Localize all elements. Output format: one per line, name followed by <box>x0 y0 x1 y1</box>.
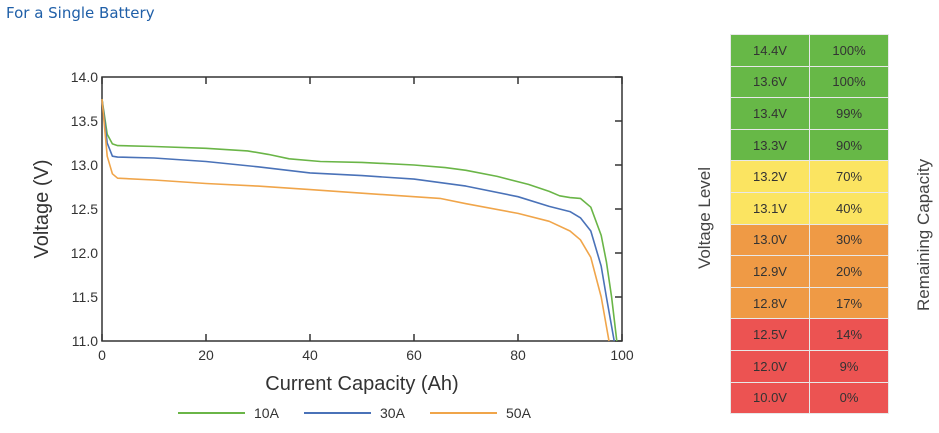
capacity-cell: 90% <box>809 128 889 162</box>
capacity-cell: 40% <box>809 191 889 225</box>
series-line-10A <box>101 98 618 342</box>
voltage-cell: 10.0V <box>730 381 810 415</box>
legend-label: 50A <box>506 405 532 421</box>
voltage-cell: 12.0V <box>730 349 810 383</box>
table-row: 13.3V 90% <box>730 128 889 162</box>
capacity-cell: 30% <box>809 223 889 257</box>
page-title: For a Single Battery <box>6 4 155 22</box>
table-row: 12.0V 9% <box>730 349 889 383</box>
capacity-cell: 20% <box>809 255 889 288</box>
y-tick-label: 12.5 <box>71 201 98 217</box>
table-row: 12.9V 20% <box>730 255 889 288</box>
series-line-30A <box>101 98 615 342</box>
voltage-cell: 13.3V <box>730 128 810 162</box>
table-row: 12.5V 14% <box>730 318 889 351</box>
table-row: 12.8V 17% <box>730 286 889 320</box>
y-tick-label: 11.5 <box>72 289 98 305</box>
remaining-capacity-label: Remaining Capacity <box>914 158 933 311</box>
y-tick-label: 12.0 <box>71 245 98 261</box>
voltage-level-label: Voltage Level <box>695 166 714 270</box>
x-axis-label: Current Capacity (Ah) <box>265 373 458 395</box>
plot-frame <box>101 76 623 342</box>
y-axis-label: Voltage (V) <box>31 160 53 259</box>
x-tick-label: 100 <box>610 347 634 363</box>
x-tick-label: 40 <box>302 347 318 363</box>
voltage-cell: 13.1V <box>730 191 810 225</box>
voltage-cell: 13.0V <box>730 223 810 257</box>
y-tick-label: 14.0 <box>71 69 98 85</box>
voltage-cell: 12.8V <box>730 286 810 320</box>
table-row: 13.0V 30% <box>730 223 889 257</box>
voltage-cell: 14.4V <box>730 34 810 67</box>
table-row: 13.4V 99% <box>730 97 889 130</box>
table-row: 14.4V 100% <box>730 34 889 67</box>
voltage-cell: 12.9V <box>730 255 810 288</box>
x-tick-label: 80 <box>510 347 526 363</box>
x-tick-label: 0 <box>98 347 106 363</box>
y-tick-label: 11.0 <box>72 333 98 349</box>
x-tick-label: 20 <box>198 347 214 363</box>
y-tick-label: 13.0 <box>71 157 98 173</box>
capacity-cell: 17% <box>809 286 889 320</box>
capacity-cell: 70% <box>809 160 889 193</box>
capacity-cell: 99% <box>809 97 889 130</box>
table-row: 13.2V 70% <box>730 160 889 193</box>
capacity-cell: 9% <box>809 349 889 383</box>
legend-label: 10A <box>254 405 280 421</box>
table-row: 13.1V 40% <box>730 191 889 225</box>
voltage-cell: 13.6V <box>730 65 810 99</box>
capacity-cell: 0% <box>809 381 889 415</box>
y-tick-label: 13.5 <box>71 113 98 129</box>
discharge-chart: 0 20 40 60 80 100 11.0 11.5 12.0 12.5 13.0 13.5 14.0… <box>31 69 634 421</box>
series-line-50A <box>101 98 610 342</box>
capacity-cell: 14% <box>809 318 889 351</box>
capacity-cell: 100% <box>809 65 889 99</box>
voltage-capacity-table: 14.4V 100% 13.6V 100% 13.4V 99% 13.3V 90% 13.2V 7… <box>730 34 889 415</box>
table-row: 10.0V 0% <box>730 381 889 415</box>
x-tick-label: 60 <box>406 347 422 363</box>
table-row: 13.6V 100% <box>730 65 889 99</box>
legend-label: 30A <box>380 405 406 421</box>
voltage-cell: 13.4V <box>730 97 810 130</box>
capacity-cell: 100% <box>809 34 889 67</box>
voltage-cell: 13.2V <box>730 160 810 193</box>
voltage-cell: 12.5V <box>730 318 810 351</box>
